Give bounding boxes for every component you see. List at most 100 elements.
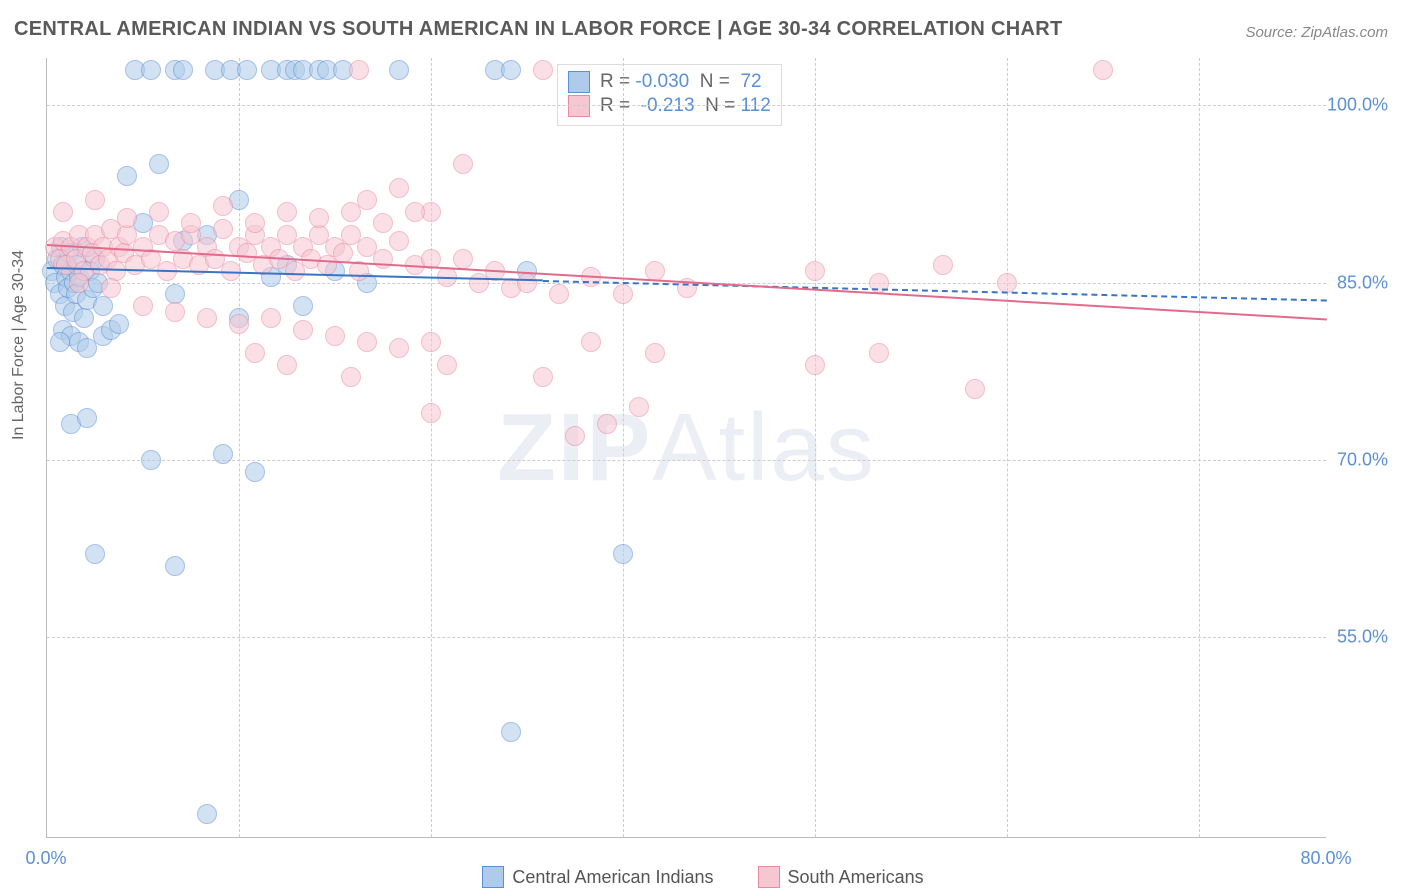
data-point (93, 296, 113, 316)
data-point (453, 154, 473, 174)
data-point (389, 178, 409, 198)
data-point (421, 403, 441, 423)
data-point (565, 426, 585, 446)
gridline-v (815, 58, 816, 837)
x-tick-label: 0.0% (25, 848, 66, 869)
data-point (357, 332, 377, 352)
data-point (101, 278, 121, 298)
data-point (245, 343, 265, 363)
data-point (69, 273, 89, 293)
data-point (453, 249, 473, 269)
swatch-series1-icon (482, 866, 504, 888)
data-point (389, 338, 409, 358)
y-tick-label: 100.0% (1327, 95, 1388, 116)
data-point (277, 355, 297, 375)
data-point (77, 338, 97, 358)
data-point (933, 255, 953, 275)
data-point (805, 355, 825, 375)
chart-title: CENTRAL AMERICAN INDIAN VS SOUTH AMERICA… (14, 18, 1062, 41)
data-point (309, 208, 329, 228)
data-point (50, 332, 70, 352)
data-point (389, 231, 409, 251)
data-point (965, 379, 985, 399)
data-point (245, 213, 265, 233)
data-point (277, 202, 297, 222)
y-tick-label: 70.0% (1337, 449, 1388, 470)
y-axis-label: In Labor Force | Age 30-34 (10, 250, 28, 440)
data-point (549, 284, 569, 304)
data-point (997, 273, 1017, 293)
data-point (229, 314, 249, 334)
legend-item-series2: South Americans (758, 866, 924, 888)
data-point (109, 314, 129, 334)
data-point (597, 414, 617, 434)
legend-item-series1: Central American Indians (482, 866, 713, 888)
data-point (213, 219, 233, 239)
data-point (805, 261, 825, 281)
gridline-v (623, 58, 624, 837)
data-point (85, 190, 105, 210)
data-point (117, 208, 137, 228)
data-point (629, 397, 649, 417)
data-point (581, 332, 601, 352)
y-tick-label: 55.0% (1337, 627, 1388, 648)
data-point (405, 202, 425, 222)
data-point (533, 367, 553, 387)
data-point (74, 308, 94, 328)
data-point (613, 544, 633, 564)
data-point (165, 556, 185, 576)
data-point (349, 60, 369, 80)
data-point (181, 213, 201, 233)
gridline-v (239, 58, 240, 837)
data-point (293, 296, 313, 316)
data-point (117, 166, 137, 186)
data-point (85, 544, 105, 564)
data-point (421, 332, 441, 352)
data-point (501, 60, 521, 80)
gridline-v (1007, 58, 1008, 837)
series-legend: Central American Indians South Americans (0, 866, 1406, 888)
watermark: ZIPAtlas (497, 393, 876, 503)
scatter-plot: ZIPAtlas R = -0.030 N = 72 R = -0.213 N … (46, 58, 1326, 838)
data-point (141, 450, 161, 470)
data-point (341, 202, 361, 222)
data-point (517, 273, 537, 293)
data-point (149, 154, 169, 174)
correlation-legend: R = -0.030 N = 72 R = -0.213 N = 112 (557, 64, 782, 126)
data-point (173, 60, 193, 80)
data-point (1093, 60, 1113, 80)
data-point (437, 355, 457, 375)
data-point (213, 196, 233, 216)
data-point (293, 320, 313, 340)
data-point (133, 296, 153, 316)
data-point (213, 444, 233, 464)
swatch-series2-icon (758, 866, 780, 888)
data-point (613, 284, 633, 304)
data-point (165, 302, 185, 322)
data-point (77, 408, 97, 428)
x-tick-label: 80.0% (1300, 848, 1351, 869)
data-point (533, 60, 553, 80)
data-point (645, 261, 665, 281)
legend-row-series1: R = -0.030 N = 72 (568, 71, 771, 93)
data-point (197, 804, 217, 824)
data-point (373, 213, 393, 233)
source-label: Source: ZipAtlas.com (1245, 24, 1388, 41)
data-point (53, 202, 73, 222)
data-point (389, 60, 409, 80)
data-point (325, 326, 345, 346)
y-tick-label: 85.0% (1337, 272, 1388, 293)
swatch-series1 (568, 71, 590, 93)
data-point (237, 60, 257, 80)
gridline-v (1199, 58, 1200, 837)
gridline-v (431, 58, 432, 837)
data-point (197, 308, 217, 328)
data-point (141, 60, 161, 80)
data-point (149, 202, 169, 222)
data-point (245, 462, 265, 482)
data-point (261, 308, 281, 328)
data-point (645, 343, 665, 363)
data-point (341, 367, 361, 387)
data-point (501, 722, 521, 742)
data-point (869, 343, 889, 363)
